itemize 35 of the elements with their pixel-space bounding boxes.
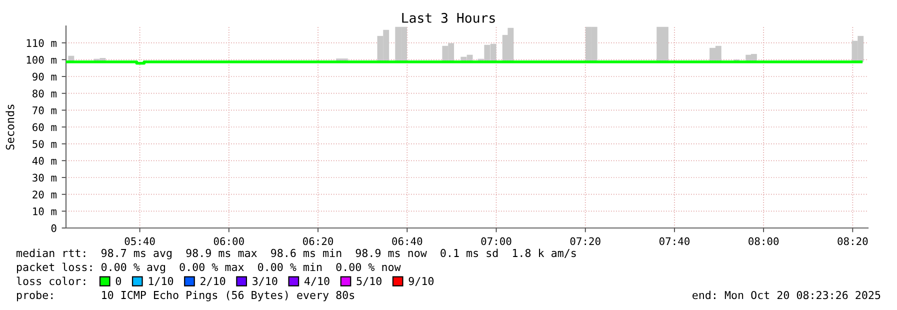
legend-label: 3/10 (252, 276, 278, 286)
text: end: Mon Oct 20 08:23:26 2025 (692, 290, 880, 300)
y-axis-title: Seconds (6, 104, 14, 150)
y-tick-label: 30 m (32, 174, 56, 182)
y-tick-label: 50 m (32, 140, 56, 148)
text: median rtt: 98.7 ms avg 98.9 ms max 98.6 ms min 98.9 ms now 0.1 ms sd 1.8 k am/s (16, 248, 576, 260)
x-tick-label: 05:40 (124, 237, 155, 246)
x-tick-label: 07:00 (481, 237, 512, 246)
y-tick-label: 20 m (32, 190, 56, 198)
text: packet loss: 0.00 % avg 0.00 % max 0.00 % min 0.00 % now (17, 262, 401, 274)
x-tick-label: 06:00 (214, 237, 244, 246)
y-tick-label: 80 m (32, 90, 56, 98)
x-tick-label: 08:20 (838, 237, 868, 246)
x-tick-label: 06:40 (392, 237, 422, 246)
y-tick-label: 60 m (32, 123, 56, 132)
chart-title: Last 3 Hours (402, 12, 495, 23)
y-tick-label: 40 m (32, 156, 56, 165)
legend-label: 4/10 (304, 276, 330, 286)
text: probe: 10 ICMP Echo Pings (56 Bytes) every 80s (17, 290, 354, 302)
legend-label: 0 (116, 276, 121, 286)
y-tick-label: 90 m (32, 72, 56, 81)
y-tick-label: 110 m (26, 39, 56, 47)
y-tick-label: 0 (51, 224, 56, 232)
x-tick-label: 08:00 (748, 237, 779, 246)
legend-label: 1/10 (148, 276, 174, 286)
y-tick-label: 70 m (32, 106, 56, 114)
x-tick-label: 07:40 (659, 237, 690, 246)
y-tick-label: 100 m (26, 56, 56, 64)
x-tick-label: 06:20 (303, 237, 334, 246)
legend-label: 5/10 (356, 276, 382, 286)
legend-label: 9/10 (408, 276, 434, 286)
legend-label: 2/10 (200, 276, 226, 286)
legend-title: loss color: (16, 276, 86, 286)
y-tick-label: 10 m (33, 207, 56, 216)
x-tick-label: 07:20 (570, 237, 600, 246)
